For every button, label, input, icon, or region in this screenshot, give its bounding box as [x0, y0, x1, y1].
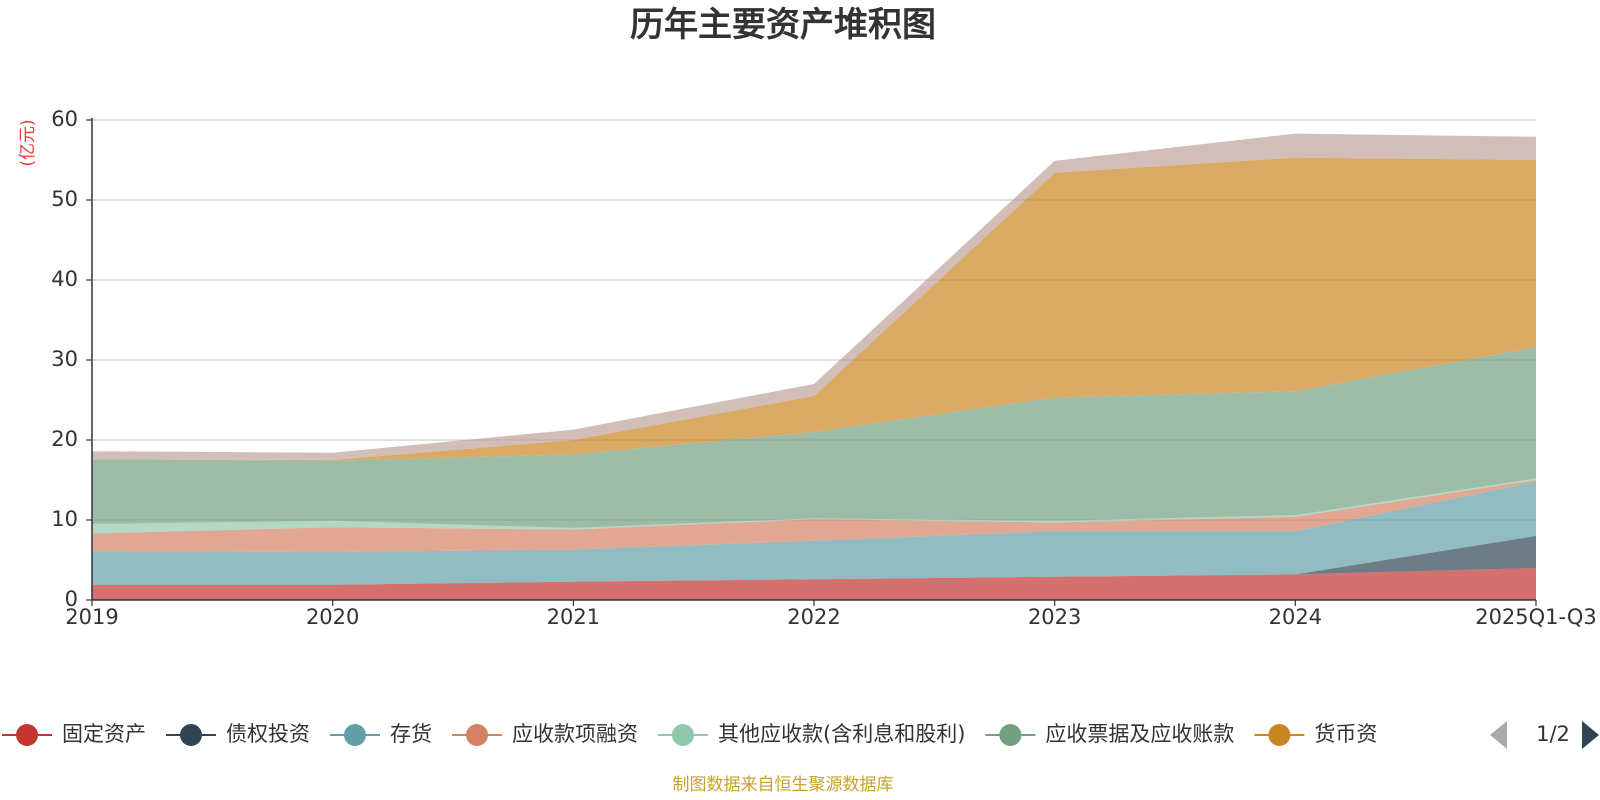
x-tick-label: 2020	[306, 605, 359, 629]
legend-label: 应收票据及应收账款	[1045, 722, 1234, 746]
y-tick-label: 50	[51, 187, 78, 211]
legend-item-5[interactable]: 应收票据及应收账款	[985, 722, 1234, 746]
area-series-3	[92, 480, 1536, 552]
legend-marker	[466, 724, 488, 746]
legend-label: 固定资产	[62, 722, 146, 746]
x-tick-label: 2023	[1028, 605, 1081, 629]
legend-marker	[180, 724, 202, 746]
x-tick-label: 2019	[65, 605, 118, 629]
legend-label: 货币资	[1314, 722, 1377, 746]
legend-item-3[interactable]: 应收款项融资	[452, 722, 638, 746]
y-tick-label: 30	[51, 347, 78, 371]
legend-item-2[interactable]: 存货	[330, 722, 432, 746]
legend-next-icon[interactable]	[1582, 721, 1599, 749]
legend-item-4[interactable]: 其他应收款(含利息和股利)	[658, 722, 965, 746]
source-note: 制图数据来自恒生聚源数据库	[673, 775, 894, 795]
area-series-6	[92, 157, 1536, 461]
area-series-4	[92, 478, 1536, 534]
legend-marker	[16, 724, 38, 746]
legend-page-label: 1/2	[1536, 722, 1570, 746]
area-series-7	[92, 133, 1536, 460]
axes: 0 10 20 30 40 50 60 2019 2020 2021 2022 2023 2024 202…	[51, 107, 1597, 629]
legend-label: 其他应收款(含利息和股利)	[718, 722, 965, 746]
x-tick-label: 2024	[1269, 605, 1322, 629]
legend-marker	[672, 724, 694, 746]
legend-marker	[1268, 724, 1291, 746]
area-series-5	[92, 347, 1536, 528]
y-tick-label: 10	[51, 507, 78, 531]
x-tick-label: 2022	[787, 605, 840, 629]
legend-pager: 1/2	[1482, 716, 1600, 756]
y-tick-label: 60	[51, 107, 78, 131]
legend-label: 债权投资	[226, 722, 310, 746]
legend-marker	[999, 724, 1022, 746]
legend-item-0[interactable]: 固定资产	[2, 722, 146, 746]
legend-marker	[344, 724, 366, 746]
legend-item-6[interactable]: 货币资	[1254, 722, 1377, 746]
area-series-2	[92, 481, 1536, 585]
legend-label: 应收款项融资	[512, 722, 638, 746]
area-series	[92, 133, 1536, 600]
x-tick-label: 2021	[547, 605, 600, 629]
y-tick-label: 40	[51, 267, 78, 291]
legend: 固定资产 债权投资 存货 应收款项融资 其他应收款(含利息和股利) 应收票据及应收账款 货币…	[2, 716, 1600, 756]
legend-prev-icon[interactable]	[1490, 721, 1507, 749]
legend-label: 存货	[390, 722, 432, 746]
y-tick-label: 0	[65, 587, 78, 611]
legend-item-1[interactable]: 债权投资	[166, 722, 310, 746]
y-tick-label: 20	[51, 427, 78, 451]
chart-title: 历年主要资产堆积图	[630, 5, 936, 45]
y-axis-unit: (亿元)	[18, 119, 38, 166]
area-series-0	[92, 568, 1536, 600]
x-tick-label: 2025Q1-Q3	[1475, 605, 1597, 629]
